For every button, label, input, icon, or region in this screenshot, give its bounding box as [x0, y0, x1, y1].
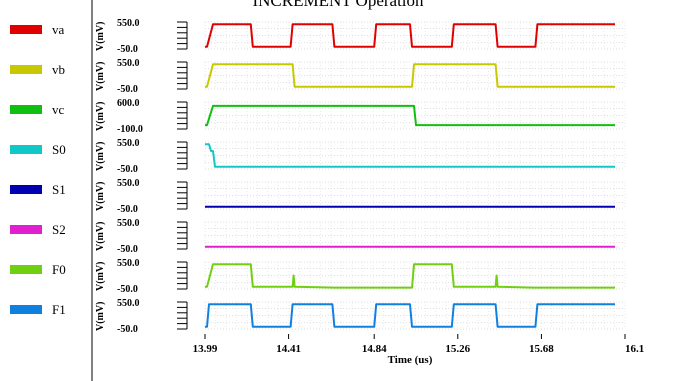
- waveform-f0: [205, 263, 615, 289]
- legend-swatch-s2: [10, 225, 42, 234]
- waveform-s0: [205, 143, 615, 168]
- y-tick-top-va: 550.0: [117, 18, 140, 29]
- y-unit-label-f1: V(mV): [95, 302, 106, 331]
- y-unit-label-va: V(mV): [95, 22, 106, 51]
- legend-label-vc: vc: [52, 102, 65, 117]
- y-tick-top-s1: 550.0: [117, 178, 140, 189]
- y-tick-bottom-vc: -100.0: [117, 124, 143, 135]
- y-unit-label-s0: V(mV): [95, 142, 106, 171]
- x-tick-label: 14.84: [362, 343, 387, 355]
- chart-title: INCREMENT Operation: [252, 0, 424, 10]
- waveform-vc: [205, 104, 615, 127]
- legend-label-vb: vb: [52, 62, 65, 77]
- legend-swatch-f0: [10, 265, 42, 274]
- legend-label-s2: S2: [52, 222, 66, 237]
- y-tick-top-vc: 600.0: [117, 98, 140, 109]
- legend-swatch-s1: [10, 185, 42, 194]
- y-tick-bottom-vb: -50.0: [117, 84, 138, 95]
- legend-swatch-s0: [10, 145, 42, 154]
- y-tick-bottom-va: -50.0: [117, 44, 138, 55]
- y-tick-top-vb: 550.0: [117, 58, 140, 69]
- legend-label-f1: F1: [52, 302, 66, 317]
- legend-swatch-vc: [10, 105, 42, 114]
- y-tick-top-f1: 550.0: [117, 298, 140, 309]
- x-axis-label: Time (us): [388, 354, 433, 366]
- y-unit-label-f0: V(mV): [95, 262, 106, 291]
- x-tick-label: 14.41: [276, 343, 301, 355]
- waveform-f1: [205, 303, 615, 328]
- x-tick-label: 15.26: [445, 343, 470, 355]
- y-tick-bottom-f0: -50.0: [117, 284, 138, 295]
- y-tick-bottom-s1: -50.0: [117, 204, 138, 215]
- waveform-vb: [205, 63, 615, 88]
- y-unit-label-vc: V(mV): [95, 102, 106, 131]
- legend-label-va: va: [52, 22, 65, 37]
- waveform-va: [205, 23, 615, 48]
- legend-label-s0: S0: [52, 142, 66, 157]
- legend-label-f0: F0: [52, 262, 66, 277]
- y-tick-top-f0: 550.0: [117, 258, 140, 269]
- legend-swatch-vb: [10, 65, 42, 74]
- y-tick-top-s2: 550.0: [117, 218, 140, 229]
- x-tick-label: 13.99: [193, 343, 218, 355]
- x-tick-label: 16.1: [625, 343, 644, 355]
- y-tick-bottom-s2: -50.0: [117, 244, 138, 255]
- legend-label-s1: S1: [52, 182, 66, 197]
- y-unit-label-vb: V(mV): [95, 62, 106, 91]
- legend-swatch-f1: [10, 305, 42, 314]
- y-unit-label-s2: V(mV): [95, 222, 106, 251]
- y-tick-bottom-s0: -50.0: [117, 164, 138, 175]
- y-unit-label-s1: V(mV): [95, 182, 106, 211]
- y-tick-top-s0: 550.0: [117, 138, 140, 149]
- y-tick-bottom-f1: -50.0: [117, 324, 138, 335]
- legend-swatch-va: [10, 25, 42, 34]
- x-tick-label: 15.68: [529, 343, 554, 355]
